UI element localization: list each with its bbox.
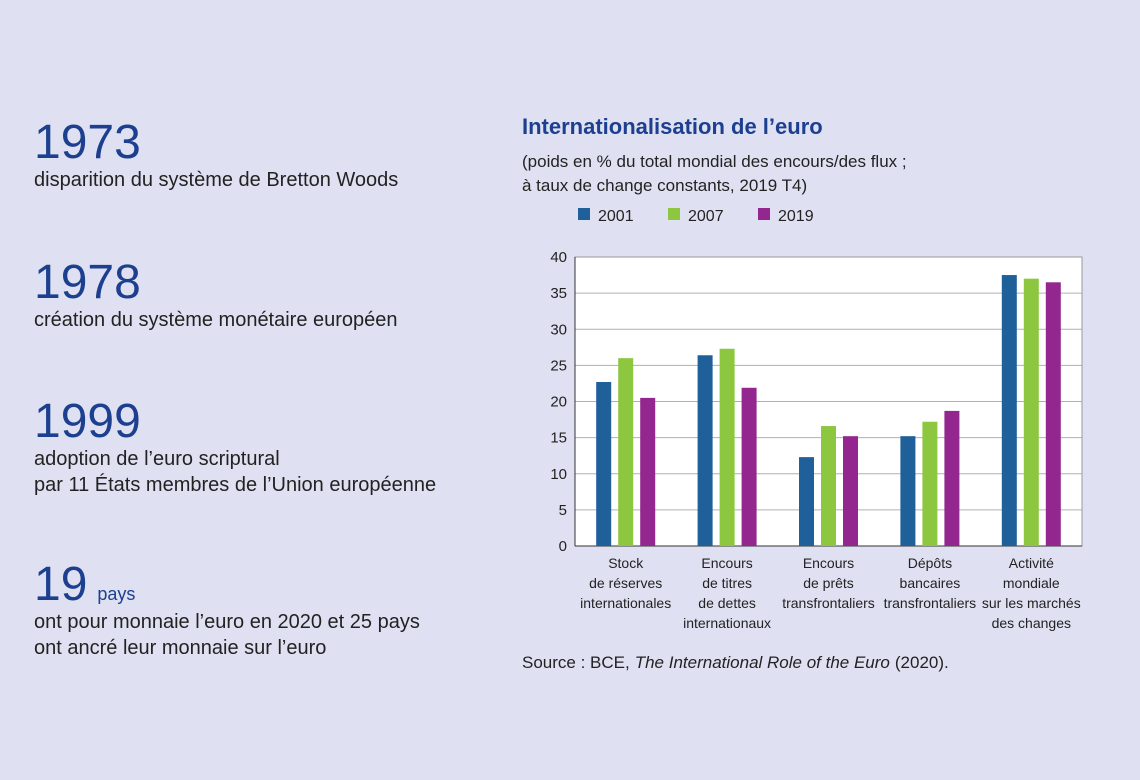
x-tick-label: Encours — [803, 555, 854, 571]
source-title: The International Role of the Euro — [635, 653, 890, 672]
fact-text: adoption de l’euro scriptural — [34, 448, 280, 470]
x-tick-label: Stock — [608, 555, 644, 571]
bar — [1023, 278, 1039, 546]
bar — [640, 397, 656, 546]
x-tick-label: des changes — [992, 615, 1071, 631]
x-tick-label: transfrontaliers — [884, 595, 977, 611]
fact-year: 1973 — [34, 116, 141, 169]
bar — [900, 436, 916, 546]
bar — [821, 426, 836, 546]
x-tick-label: Encours — [701, 555, 752, 571]
bar — [618, 358, 634, 546]
y-tick-label: 30 — [550, 321, 567, 338]
x-tick-label: de dettes — [698, 595, 756, 611]
x-tick-label: Dépôts — [908, 555, 952, 571]
legend-swatch — [758, 208, 770, 220]
x-tick-label: transfrontaliers — [782, 595, 875, 611]
source: Source : BCE, The International Role of t… — [522, 653, 949, 672]
y-tick-label: 40 — [550, 249, 567, 266]
legend-swatch — [668, 208, 680, 220]
bar — [1001, 275, 1017, 546]
x-tick-label: de réserves — [589, 575, 662, 591]
bar — [843, 436, 858, 546]
source-text: (2020). — [895, 653, 949, 672]
legend-label: 2019 — [778, 208, 814, 225]
bar — [922, 421, 938, 546]
fact-text: ont ancré leur monnaie sur l’euro — [34, 637, 326, 659]
x-tick-label: de prêts — [803, 575, 854, 591]
chart-title: Internationalisation de l’euro — [522, 114, 823, 139]
bar — [697, 355, 713, 546]
legend-label: 2001 — [598, 208, 634, 225]
fact-year: 1999 — [34, 395, 141, 448]
x-tick-label: sur les marchés — [982, 595, 1081, 611]
x-tick-label: internationaux — [683, 615, 771, 631]
x-tick-label: Activité — [1009, 555, 1054, 571]
chart-subtitle: à taux de change constants, 2019 T4) — [522, 176, 807, 195]
fact-text: création du système monétaire européen — [34, 309, 398, 331]
source-text: Source : BCE, — [522, 653, 630, 672]
y-tick-label: 25 — [550, 357, 567, 374]
x-tick-label: mondiale — [1003, 575, 1060, 591]
legend-label: 2007 — [688, 208, 724, 225]
y-tick-label: 20 — [550, 394, 567, 411]
y-tick-label: 35 — [550, 285, 567, 302]
y-tick-label: 5 — [559, 502, 567, 519]
x-tick-label: de titres — [702, 575, 752, 591]
fact-text: par 11 États membres de l’Union européen… — [34, 473, 436, 496]
y-tick-label: 0 — [559, 538, 567, 555]
bar — [1045, 282, 1061, 546]
bar — [719, 348, 735, 546]
bar — [799, 457, 814, 546]
fact-unit: pays — [97, 584, 135, 604]
fact-text: disparition du système de Bretton Woods — [34, 169, 398, 191]
bar — [944, 410, 960, 546]
x-tick-label: bancaires — [900, 575, 961, 591]
fact-year: 1978 — [34, 256, 141, 309]
fact-text: ont pour monnaie l’euro en 2020 et 25 pa… — [34, 611, 420, 633]
bar — [596, 381, 612, 546]
fact-year: 19 — [34, 558, 87, 611]
x-tick-label: internationales — [580, 595, 671, 611]
legend-swatch — [578, 208, 590, 220]
bar — [741, 387, 757, 546]
y-tick-label: 15 — [550, 430, 567, 447]
chart-subtitle: (poids en % du total mondial des encours… — [522, 152, 907, 171]
y-tick-label: 10 — [550, 466, 567, 483]
